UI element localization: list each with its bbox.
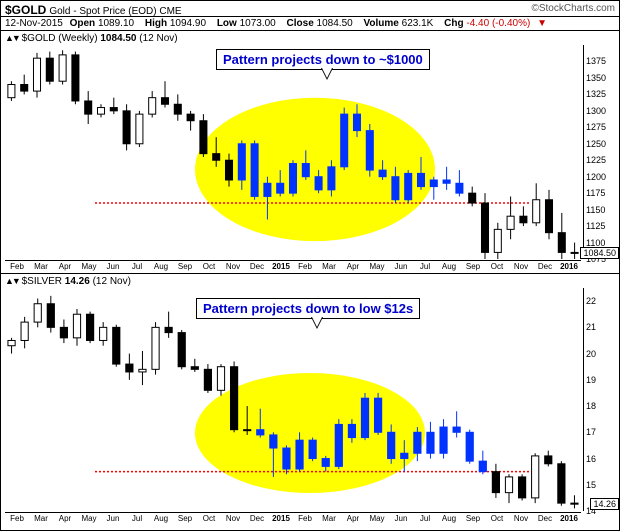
chart-header: $GOLD Gold - Spot Price (EOD) CME ©Stock…	[1, 1, 619, 17]
y-axis: 1075110011251150117512001225125012751300…	[583, 45, 619, 259]
chart-area-silver	[5, 288, 581, 511]
panel-label: ▲▼ $SILVER 14.26 (12 Nov)	[5, 276, 131, 287]
x-axis: FebMarAprMayJunJulAugSepOctNovDec2015Feb…	[5, 512, 581, 525]
callout-silver: Pattern projects down to low $12s	[196, 298, 420, 319]
updown-icon: ▲▼	[5, 276, 19, 286]
symbol-desc: Gold - Spot Price (EOD) CME	[49, 6, 181, 17]
ohlc-bar: 12-Nov-2015 Open 1089.10 High 1094.90 Lo…	[1, 17, 619, 31]
panel-silver: ▲▼ $SILVER 14.26 (12 Nov) 14151617181920…	[1, 274, 619, 525]
price-flag: 1084.50	[580, 247, 619, 259]
attribution: ©StockCharts.com	[531, 3, 615, 14]
chart-area-gold	[5, 45, 581, 259]
callout-tail	[321, 68, 333, 80]
callout-gold: Pattern projects down to ~$1000	[216, 49, 430, 70]
y-axis: 141516171819202122	[583, 288, 619, 511]
symbol: $GOLD	[5, 3, 46, 17]
callout-tail	[311, 317, 323, 329]
chart-container: $GOLD Gold - Spot Price (EOD) CME ©Stock…	[0, 0, 620, 531]
x-axis: FebMarAprMayJunJulAugSepOctNovDec2015Feb…	[5, 260, 581, 273]
updown-icon: ▲▼	[5, 33, 19, 43]
date: 12-Nov-2015	[5, 18, 63, 29]
price-flag: 14.26	[590, 498, 619, 510]
panel-gold: ▲▼ $GOLD (Weekly) 1084.50 (12 Nov) 10751…	[1, 31, 619, 274]
panel-label: ▲▼ $GOLD (Weekly) 1084.50 (12 Nov)	[5, 33, 178, 44]
